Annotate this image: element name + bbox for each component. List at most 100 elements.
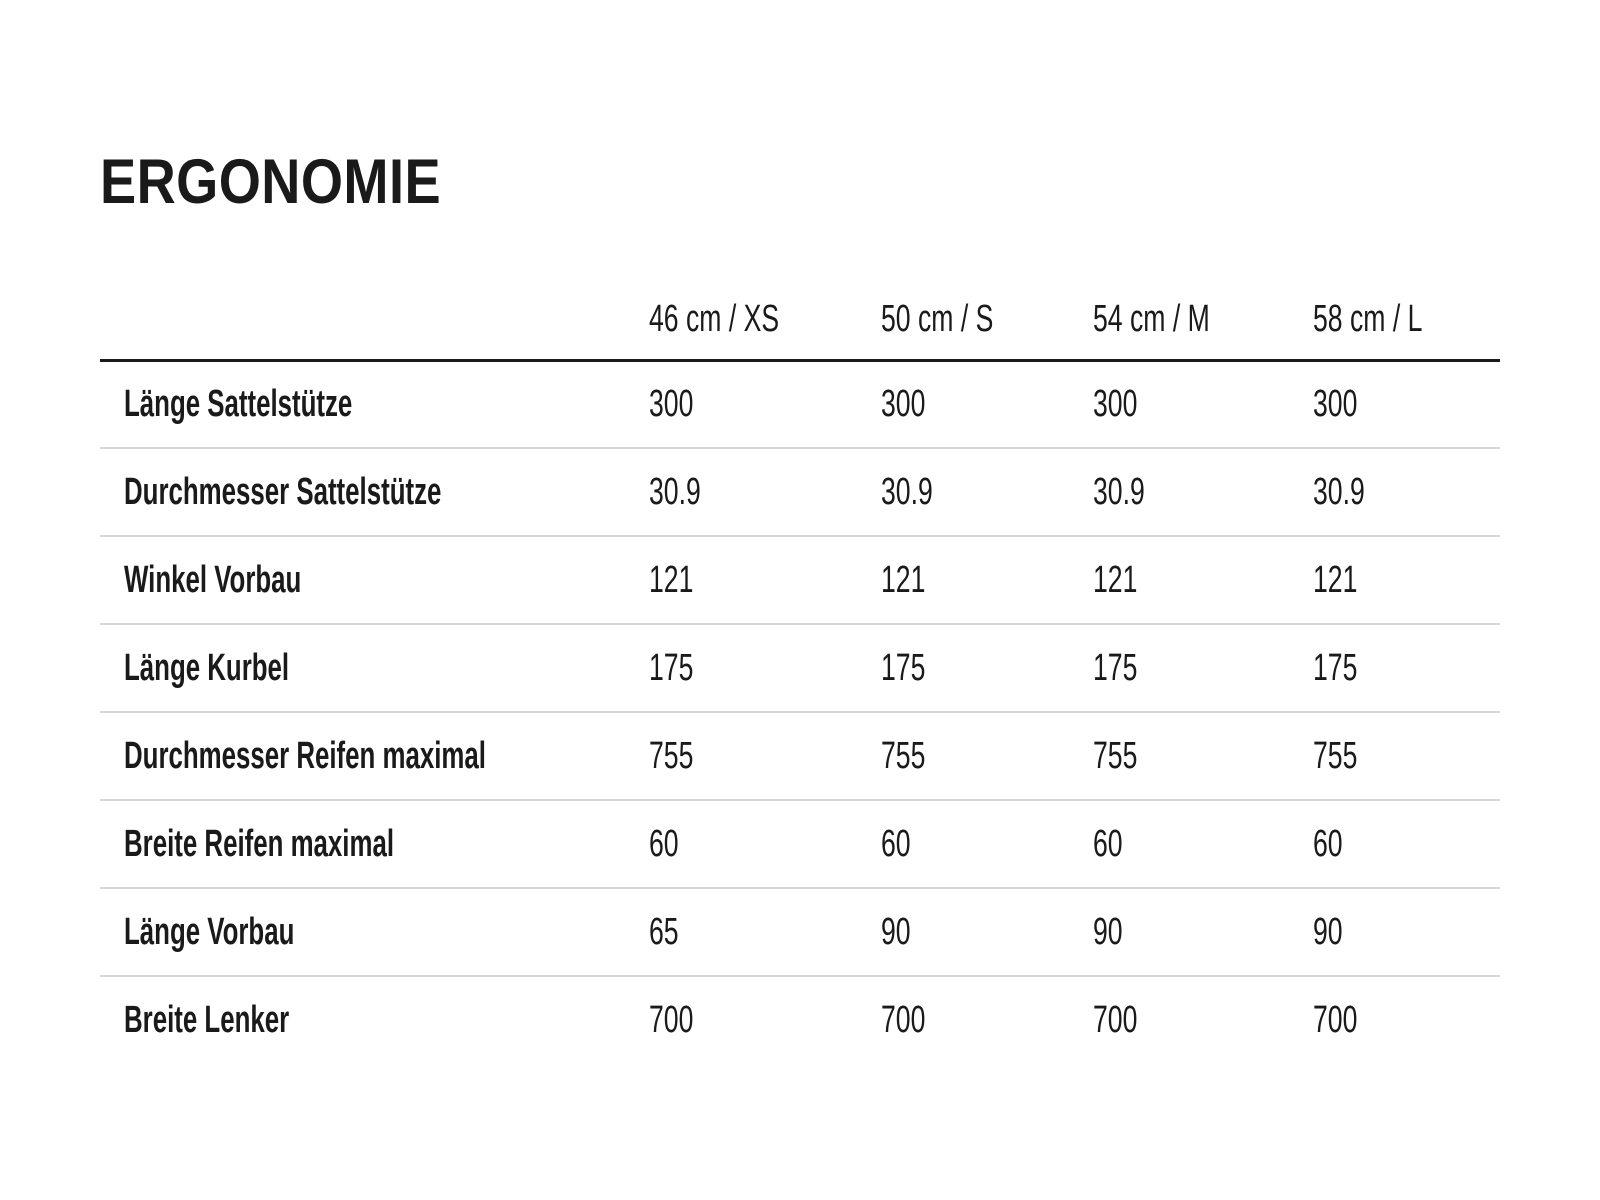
spec-value-cell: 121 <box>1284 536 1500 624</box>
spec-value-cell: 65 <box>620 888 852 976</box>
table-row: Durchmesser Reifen maximal 755 755 755 7… <box>100 712 1500 800</box>
table-row: Breite Lenker 700 700 700 700 <box>100 976 1500 1064</box>
row-label: Breite Lenker <box>124 999 290 1041</box>
spec-value: 60 <box>1313 822 1343 865</box>
spec-value-cell: 700 <box>620 976 852 1064</box>
spec-value: 755 <box>1313 734 1358 777</box>
spec-value: 755 <box>1093 734 1138 777</box>
spec-value-cell: 755 <box>1064 712 1284 800</box>
spec-value: 755 <box>881 734 926 777</box>
spec-value: 65 <box>649 910 679 953</box>
spec-value: 121 <box>1313 558 1358 601</box>
spec-value-cell: 300 <box>620 360 852 448</box>
section-heading: ERGONOMIE <box>100 151 497 214</box>
spec-value: 90 <box>1313 910 1343 953</box>
column-header-cell: 58 cm / L <box>1284 280 1500 362</box>
row-label: Länge Sattelstütze <box>124 382 353 425</box>
spec-value: 175 <box>1093 646 1138 689</box>
spec-value: 30.9 <box>881 470 933 513</box>
spec-value-cell: 755 <box>852 712 1064 800</box>
table-row: Länge Kurbel 175 175 175 175 <box>100 624 1500 712</box>
row-label: Länge Vorbau <box>124 910 295 953</box>
size-header-row: 46 cm / XS 50 cm / S 54 cm / M 58 cm / L <box>100 280 1500 362</box>
spec-value: 175 <box>649 646 694 689</box>
spec-value-cell: 121 <box>620 536 852 624</box>
spec-value: 300 <box>1313 382 1358 425</box>
spec-value-cell: 121 <box>1064 536 1284 624</box>
table-row: Länge Vorbau 65 90 90 90 <box>100 888 1500 976</box>
spec-value-cell: 175 <box>852 624 1064 712</box>
empty-header-cell <box>100 280 620 362</box>
size-header-m: 54 cm / M <box>1093 297 1210 340</box>
spec-value: 121 <box>881 558 926 601</box>
table-row: Winkel Vorbau 121 121 121 121 <box>100 536 1500 624</box>
spec-value: 30.9 <box>649 470 701 513</box>
spec-value-cell: 121 <box>852 536 1064 624</box>
spec-value: 121 <box>1093 558 1138 601</box>
spec-value: 30.9 <box>1313 470 1365 513</box>
spec-value-cell: 700 <box>1284 976 1500 1064</box>
spec-value: 90 <box>1093 910 1123 953</box>
spec-value-cell: 300 <box>852 360 1064 448</box>
row-label: Länge Kurbel <box>124 646 290 689</box>
row-label: Winkel Vorbau <box>124 558 302 601</box>
spec-value-cell: 700 <box>1064 976 1284 1064</box>
spec-value-cell: 30.9 <box>1284 448 1500 536</box>
spec-value: 700 <box>1313 999 1358 1041</box>
spec-value-cell: 60 <box>1284 800 1500 888</box>
spec-value-cell: 30.9 <box>852 448 1064 536</box>
table-row: Durchmesser Sattelstütze 30.9 30.9 30.9 … <box>100 448 1500 536</box>
spec-value-cell: 60 <box>852 800 1064 888</box>
spec-value-cell: 175 <box>620 624 852 712</box>
spec-value: 121 <box>649 558 694 601</box>
spec-value-cell: 700 <box>852 976 1064 1064</box>
spec-value: 60 <box>1093 822 1123 865</box>
spec-value: 30.9 <box>1093 470 1145 513</box>
row-label-cell: Durchmesser Reifen maximal <box>100 712 620 800</box>
spec-value-cell: 175 <box>1284 624 1500 712</box>
row-label-cell: Länge Vorbau <box>100 888 620 976</box>
row-label: Durchmesser Reifen maximal <box>124 734 486 777</box>
row-label-cell: Länge Kurbel <box>100 624 620 712</box>
spec-value: 700 <box>649 999 694 1041</box>
row-label-cell: Länge Sattelstütze <box>100 360 620 448</box>
spec-value-cell: 30.9 <box>620 448 852 536</box>
size-header-s: 50 cm / S <box>881 297 994 340</box>
spec-value-cell: 90 <box>1064 888 1284 976</box>
spec-value-cell: 60 <box>1064 800 1284 888</box>
row-label: Durchmesser Sattelstütze <box>124 470 442 513</box>
spec-value: 175 <box>1313 646 1358 689</box>
spec-value: 175 <box>881 646 926 689</box>
spec-value-cell: 175 <box>1064 624 1284 712</box>
size-header-xs: 46 cm / XS <box>649 297 780 340</box>
spec-value-cell: 60 <box>620 800 852 888</box>
row-label-cell: Durchmesser Sattelstütze <box>100 448 620 536</box>
table-row: Länge Sattelstütze 300 300 300 300 <box>100 360 1500 448</box>
spec-value: 300 <box>649 382 694 425</box>
row-label-cell: Breite Reifen maximal <box>100 800 620 888</box>
spec-value: 60 <box>881 822 911 865</box>
spec-value: 300 <box>1093 382 1138 425</box>
spec-value: 700 <box>881 999 926 1041</box>
table-row: Breite Reifen maximal 60 60 60 60 <box>100 800 1500 888</box>
spec-value: 300 <box>881 382 926 425</box>
page-title: ERGONOMIE <box>100 147 442 217</box>
spec-value: 755 <box>649 734 694 777</box>
ergonomics-table: 46 cm / XS 50 cm / S 54 cm / M 58 cm / L… <box>100 280 1500 1064</box>
spec-value-cell: 755 <box>1284 712 1500 800</box>
column-header-cell: 46 cm / XS <box>620 280 852 362</box>
size-header-l: 58 cm / L <box>1313 297 1423 340</box>
spec-value-cell: 90 <box>852 888 1064 976</box>
spec-value: 700 <box>1093 999 1138 1041</box>
spec-value-cell: 90 <box>1284 888 1500 976</box>
spec-value: 90 <box>881 910 911 953</box>
column-header-cell: 54 cm / M <box>1064 280 1284 362</box>
row-label: Breite Reifen maximal <box>124 822 395 865</box>
spec-value-cell: 300 <box>1284 360 1500 448</box>
row-label-cell: Breite Lenker <box>100 976 620 1064</box>
spec-value-cell: 755 <box>620 712 852 800</box>
row-label-cell: Winkel Vorbau <box>100 536 620 624</box>
column-header-cell: 50 cm / S <box>852 280 1064 362</box>
spec-value-cell: 300 <box>1064 360 1284 448</box>
